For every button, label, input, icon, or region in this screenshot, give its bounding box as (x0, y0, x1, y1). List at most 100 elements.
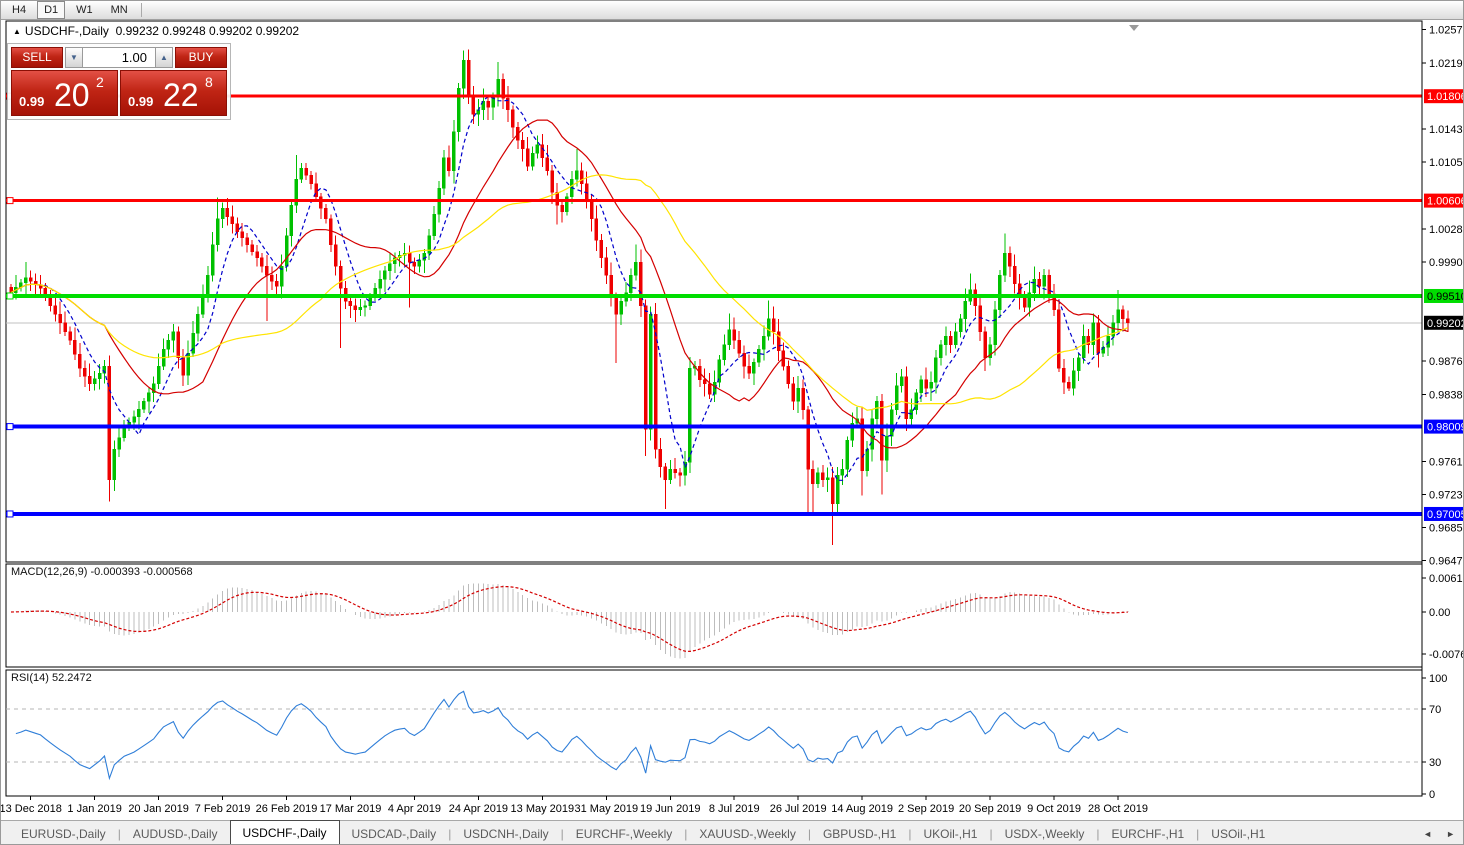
sell-price-pipette: 2 (96, 74, 104, 90)
volume-increase-button[interactable]: ▲ (155, 47, 173, 68)
price-chart: 1.025701.021901.014301.010501.002800.999… (1, 20, 1464, 815)
x-axis-label: 28 Oct 2019 (1088, 803, 1148, 815)
timeframe-button-MN[interactable]: MN (110, 4, 128, 16)
sell-price-display[interactable]: 0.99 20 2 (11, 70, 118, 116)
macd-axis-label: 0.00613 (1429, 573, 1464, 585)
hline-handle[interactable] (6, 423, 14, 431)
chart-area: 1.025701.021901.014301.010501.002800.999… (1, 20, 1464, 817)
hline-handle[interactable] (6, 510, 14, 518)
price-tag-0.99510 (1424, 288, 1463, 303)
hline-handle[interactable] (6, 197, 14, 205)
volume-input[interactable]: 1.00 (83, 47, 155, 68)
tab-separator: | (1096, 827, 1100, 841)
pane-border (5, 563, 1423, 668)
x-axis-label: 2 Sep 2019 (898, 803, 954, 815)
volume-decrease-button[interactable]: ▼ (65, 47, 83, 68)
sell-price-prefix: 0.99 (19, 94, 45, 109)
tab-separator: | (684, 827, 688, 841)
x-axis-label: 24 Apr 2019 (449, 803, 508, 815)
ma-line-slow (10, 174, 1129, 411)
x-axis-label: 31 May 2019 (575, 803, 639, 815)
one-click-trade-panel: SELL ▼ 1.00 ▲ BUY 0.99 20 2 0.99 22 8 (7, 43, 231, 120)
price-tag-0.97005 (1424, 506, 1463, 521)
tab-separator: | (560, 827, 564, 841)
svg-text:1.00606: 1.00606 (1427, 196, 1464, 208)
rsi-axis-label: 30 (1429, 757, 1441, 769)
price-tag-0.98009 (1424, 419, 1463, 434)
tab-EURCHF-H1[interactable]: EURCHF-,H1 (1111, 827, 1185, 841)
tab-USDX-Weekly[interactable]: USDX-,Weekly (1004, 827, 1085, 841)
price-tag-1.00606 (1424, 193, 1463, 208)
symbol-tabbar: EURUSD-,Daily | AUDUSD-,Daily USDCHF-,Daily… (1, 820, 1463, 844)
shift-marker-icon (1129, 25, 1139, 31)
svg-text:1.01806: 1.01806 (1427, 91, 1464, 103)
y-axis-label: 1.02570 (1429, 25, 1464, 37)
tab-EURCHF-Weekly[interactable]: EURCHF-,Weekly (575, 827, 673, 841)
tab-AUDUSD-Daily[interactable]: AUDUSD-,Daily (132, 827, 218, 841)
rsi-axis-label: 100 (1429, 673, 1447, 685)
tabs-scroll-right-icon[interactable]: ► (1446, 829, 1455, 839)
tab-USDCAD-Daily[interactable]: USDCAD-,Daily (351, 827, 437, 841)
y-axis-label: 1.02190 (1429, 58, 1464, 70)
tab-UKOil-H1[interactable]: UKOil-,H1 (923, 827, 978, 841)
chart-ohlc-values: 0.99232 0.99248 0.99202 0.99202 (115, 24, 300, 38)
y-axis-label: 0.96470 (1429, 556, 1464, 568)
svg-text:0.97005: 0.97005 (1427, 509, 1464, 521)
sell-button[interactable]: SELL (11, 47, 63, 68)
x-axis-label: 4 Apr 2019 (388, 803, 441, 815)
x-axis-label: 7 Feb 2019 (195, 803, 251, 815)
chart-title: ▲ USDCHF-,Daily 0.99232 0.99248 0.99202 0… (13, 24, 299, 38)
tabs-scroll-left-icon[interactable]: ◄ (1423, 829, 1433, 839)
price-tag-0.99202 (1424, 315, 1463, 330)
tab-separator: | (908, 827, 912, 841)
buy-price-display[interactable]: 0.99 22 8 (120, 70, 227, 116)
tab-USDCHF-Daily[interactable]: USDCHF-,Daily (229, 820, 340, 844)
x-axis-label: 13 Dec 2018 (1, 803, 62, 815)
pane-border (5, 669, 1423, 797)
x-axis-label: 20 Jan 2019 (128, 803, 189, 815)
rsi-indicator-label: RSI(14) 52.2472 (11, 672, 92, 684)
buy-price-pipette: 8 (205, 74, 213, 90)
tab-USDCNH-Daily[interactable]: USDCNH-,Daily (463, 827, 549, 841)
rsi-line (15, 690, 1128, 781)
x-axis-label: 13 May 2019 (511, 803, 575, 815)
x-axis-label: 9 Oct 2019 (1027, 803, 1081, 815)
ma-line-fast (10, 96, 1128, 481)
chart-symbol-label: USDCHF-,Daily (24, 24, 109, 38)
tab-separator: | (448, 827, 452, 841)
x-axis-label: 14 Aug 2019 (831, 803, 893, 815)
buy-price-prefix: 0.99 (128, 94, 154, 109)
hline-handle[interactable] (6, 292, 14, 300)
macd-axis-label: -0.007612 (1429, 649, 1464, 661)
y-axis-label: 1.01050 (1429, 157, 1464, 169)
buy-button[interactable]: BUY (175, 47, 227, 68)
tab-XAUUSD-Weekly[interactable]: XAUUSD-,Weekly (699, 827, 796, 841)
macd-signal-line (10, 585, 1128, 653)
timeframe-toolbar: H4 D1 W1 MN (1, 1, 1463, 20)
candles (9, 49, 1130, 545)
x-axis-label: 20 Sep 2019 (959, 803, 1021, 815)
timeframe-button-W1[interactable]: W1 (76, 4, 93, 16)
tab-separator: | (1196, 827, 1200, 841)
x-axis-label: 26 Feb 2019 (256, 803, 318, 815)
tab-USOil-H1[interactable]: USOil-,H1 (1211, 827, 1266, 841)
buy-price-main: 22 (163, 77, 199, 113)
x-axis-label: 17 Mar 2019 (320, 803, 382, 815)
svg-text:0.98009: 0.98009 (1427, 422, 1464, 434)
spinner-down-icon: ▼ (70, 53, 78, 62)
rsi-axis-label: 70 (1429, 704, 1441, 716)
timeframe-button-D1[interactable]: D1 (37, 1, 66, 19)
toolbar-separator (140, 3, 142, 17)
tab-EURUSD-Daily[interactable]: EURUSD-,Daily (21, 827, 106, 841)
macd-axis-label: 0.00 (1429, 607, 1450, 619)
tab-separator: | (807, 827, 811, 841)
x-axis-label: 19 Jun 2019 (640, 803, 701, 815)
timeframe-button-H4[interactable]: H4 (12, 4, 27, 16)
tab-GBPUSD-H1[interactable]: GBPUSD-,H1 (822, 827, 897, 841)
macd-indicator-label: MACD(12,26,9) -0.000393 -0.000568 (11, 566, 193, 578)
